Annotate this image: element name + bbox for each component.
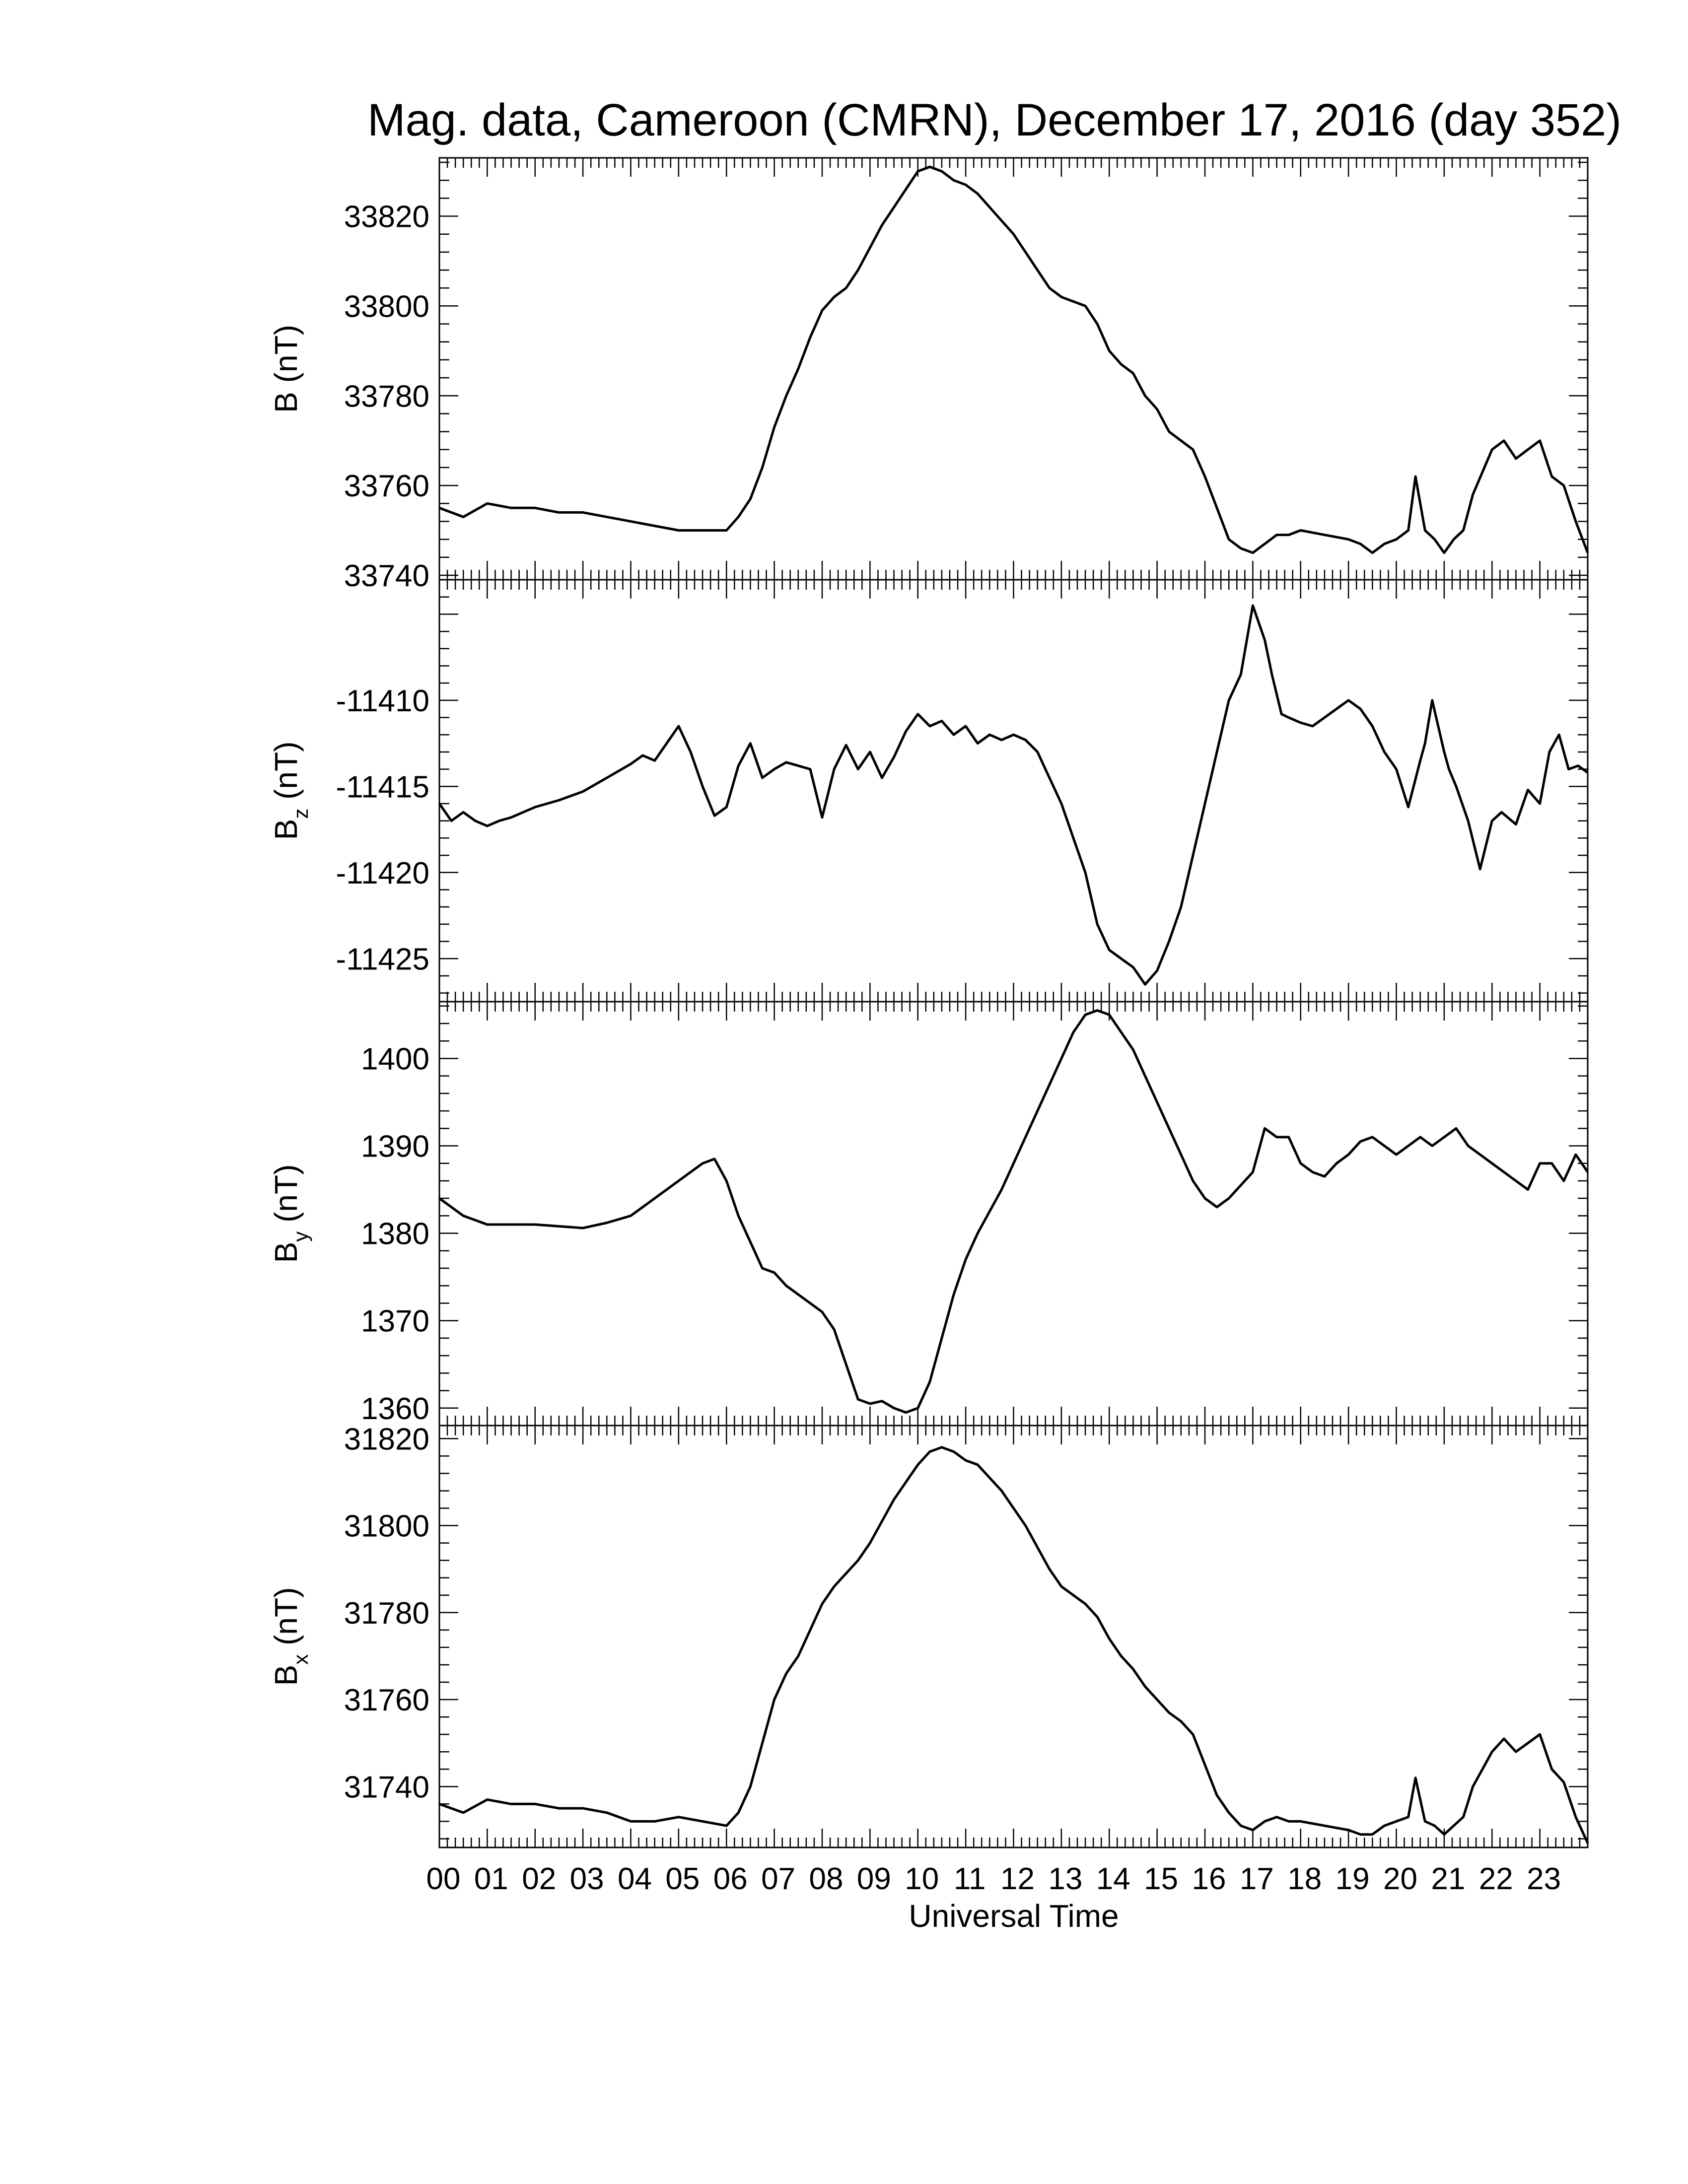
y-axis-label: Bx (nT) xyxy=(268,1587,312,1686)
x-tick-label: 17 xyxy=(1240,1862,1274,1896)
y-axis-label: B (nT) xyxy=(268,325,304,413)
x-tick-label: 16 xyxy=(1192,1862,1226,1896)
x-tick-label: 14 xyxy=(1096,1862,1130,1896)
x-tick-label: 12 xyxy=(1000,1862,1035,1896)
series-line-4 xyxy=(439,1446,1589,1844)
chart-title: Mag. data, Cameroon (CMRN), December 17,… xyxy=(367,95,1621,145)
series-line-2 xyxy=(438,604,1589,986)
x-tick-label: 18 xyxy=(1287,1862,1322,1896)
y-tick-label: 33740 xyxy=(344,559,429,593)
y-axis-label-main: B xyxy=(268,819,304,840)
y-axis-label: By (nT) xyxy=(268,1164,312,1263)
x-tick-label: 06 xyxy=(713,1862,748,1896)
panel-4: 31740 31760 31780 31800 31820 Bx (nT) xyxy=(268,1422,1589,1848)
x-tick-label: 02 xyxy=(522,1862,556,1896)
x-tick-label: 07 xyxy=(761,1862,795,1896)
x-tick-label: 08 xyxy=(809,1862,844,1896)
x-tick-label: 22 xyxy=(1479,1862,1513,1896)
y-tick-label: 31740 xyxy=(344,1770,429,1804)
y-tick-label: -11415 xyxy=(336,770,429,804)
y-axis-label-unit: (nT) xyxy=(268,325,304,392)
x-tick-label: 11 xyxy=(954,1862,985,1896)
y-axis-label-subscript: z xyxy=(289,809,312,819)
y-tick-label: -11420 xyxy=(336,856,429,890)
y-axis-label-main: B xyxy=(268,1242,304,1263)
y-axis-label-unit: (nT) xyxy=(268,1587,304,1654)
y-tick-label: 1360 xyxy=(361,1392,429,1426)
x-axis: 00 01 02 03 04 05 06 07 08 09 10 11 12 13 14 15 16 17 18 19… xyxy=(426,1862,1561,1896)
y-tick-label: 33780 xyxy=(344,379,429,413)
x-tick-label: 10 xyxy=(905,1862,939,1896)
y-axis-label-main: B xyxy=(268,1665,304,1686)
series-line-1 xyxy=(439,165,1589,554)
panel-3: 1360 1370 1380 1390 1400 By (nT) xyxy=(268,1001,1589,1427)
y-axis-label-main: B xyxy=(268,392,304,413)
x-tick-label: 15 xyxy=(1144,1862,1178,1896)
y-tick-label: 33760 xyxy=(344,469,429,503)
y-tick-label: 1400 xyxy=(361,1042,429,1076)
x-tick-label: 21 xyxy=(1431,1862,1465,1896)
x-tick-label: 00 xyxy=(426,1862,461,1896)
x-tick-label: 01 xyxy=(474,1862,508,1896)
series-line-3 xyxy=(438,1009,1589,1414)
y-tick-label: 1370 xyxy=(361,1304,429,1339)
y-tick-label: -11425 xyxy=(336,942,429,976)
y-axis-label-unit: (nT) xyxy=(268,1164,304,1231)
y-tick-label: -11410 xyxy=(336,684,429,718)
x-tick-label: 19 xyxy=(1336,1862,1370,1896)
x-tick-label: 23 xyxy=(1527,1862,1561,1896)
y-tick-label: 1390 xyxy=(361,1130,429,1164)
y-tick-label: 33800 xyxy=(344,289,429,324)
y-axis-label-subscript: y xyxy=(289,1231,312,1242)
x-tick-label: 03 xyxy=(570,1862,604,1896)
y-tick-label: 31760 xyxy=(344,1683,429,1717)
x-tick-label: 20 xyxy=(1383,1862,1417,1896)
y-axis-label-subscript: x xyxy=(289,1654,312,1665)
y-axis-label: Bz (nT) xyxy=(268,742,312,840)
x-tick-label: 04 xyxy=(618,1862,652,1896)
y-tick-label: 1380 xyxy=(361,1217,429,1251)
x-tick-label: 13 xyxy=(1048,1862,1082,1896)
x-axis-label: Universal Time xyxy=(909,1898,1119,1934)
y-tick-label: 31820 xyxy=(344,1422,429,1456)
y-tick-label: 31780 xyxy=(344,1596,429,1631)
x-tick-label: 09 xyxy=(857,1862,891,1896)
y-axis-label-unit: (nT) xyxy=(268,742,304,809)
y-tick-label: 33820 xyxy=(344,200,429,234)
y-tick-label: 31800 xyxy=(344,1509,429,1544)
panel-1: 33740 33760 33780 33800 33820 B (nT) xyxy=(268,157,1589,593)
x-tick-label: 05 xyxy=(665,1862,700,1896)
panel-2: -11425 -11420 -11415 -11410 Bz (nT) xyxy=(268,579,1589,1003)
